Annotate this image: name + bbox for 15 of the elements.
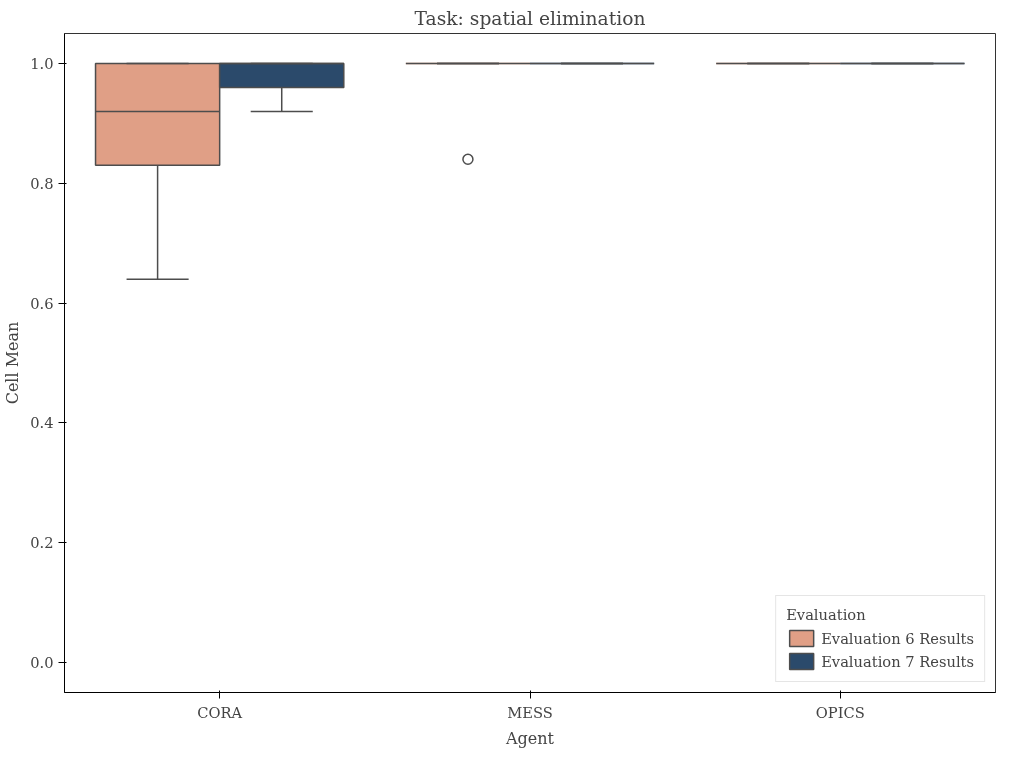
x-tick-label: MESS: [507, 703, 553, 721]
y-axis-title: Cell Mean: [3, 321, 23, 405]
x-tick-label: CORA: [197, 703, 243, 721]
legend-label: Evaluation 7 Results: [821, 652, 974, 670]
y-tick-label: 0.4: [30, 414, 54, 432]
legend-title: Evaluation: [786, 606, 867, 623]
y-tick-label: 0.2: [30, 534, 54, 552]
y-tick-label: 0.8: [30, 174, 54, 192]
x-axis-title: Agent: [505, 728, 555, 748]
y-tick-label: 1.0: [30, 54, 54, 72]
legend-label: Evaluation 6 Results: [821, 629, 974, 647]
chart-title: Task: spatial elimination: [414, 7, 646, 29]
y-tick-label: 0.0: [30, 654, 54, 672]
y-tick-label: 0.6: [30, 294, 54, 312]
x-tick-label: OPICS: [815, 703, 865, 721]
